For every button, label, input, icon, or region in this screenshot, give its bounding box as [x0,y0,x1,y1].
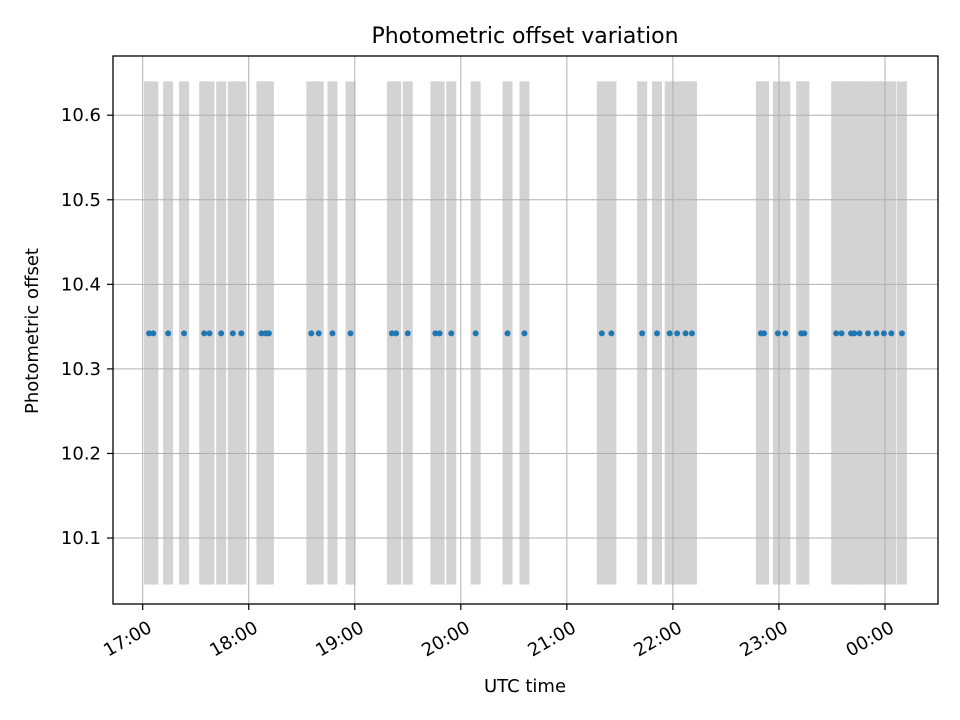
data-point [504,330,511,337]
data-point [688,330,695,337]
data-point [856,330,863,337]
y-tick-label: 10.3 [61,359,101,380]
chart-title: Photometric offset variation [371,24,678,49]
data-point [206,330,213,337]
data-point [666,330,673,337]
data-point [608,330,615,337]
data-point [165,330,172,337]
data-point [833,330,840,337]
data-point [761,330,768,337]
data-point [404,330,411,337]
data-point [801,330,808,337]
plot-frame [112,55,939,605]
data-point [238,330,245,337]
data-point [393,330,400,337]
data-point [865,330,872,337]
data-point [653,330,660,337]
y-tick-label: 10.2 [61,443,101,464]
data-point [472,330,479,337]
data-point [218,330,225,337]
data-point [432,330,439,337]
y-tick-label: 10.6 [61,105,101,126]
data-point [639,330,646,337]
data-point [308,330,315,337]
data-point [315,330,322,337]
data-point [181,330,188,337]
data-point [146,330,153,337]
data-point [674,330,681,337]
data-point [448,330,455,337]
y-tick-label: 10.4 [61,274,101,295]
x-axis-label: UTC time [484,676,566,697]
data-point [774,330,781,337]
data-point [880,330,887,337]
data-point [838,330,845,337]
data-point [388,330,395,337]
data-point [888,330,895,337]
data-point [229,330,236,337]
data-point [898,330,905,337]
data-point [598,330,605,337]
y-tick-label: 10.5 [61,190,101,211]
points-layer [146,330,905,337]
data-point [265,330,272,337]
data-point [436,330,443,337]
data-point [201,330,208,337]
data-point [873,330,880,337]
grid-layer [113,56,938,604]
y-axis: 10.1 10.2 10.3 10.4 10.5 10.6 [61,105,113,549]
data-point [150,330,157,337]
data-point [851,330,858,337]
data-point [682,330,689,337]
data-point [521,330,528,337]
data-point [258,330,265,337]
y-tick-label: 10.1 [61,528,101,549]
y-axis-label: Photometric offset [22,248,43,414]
data-point [347,330,354,337]
data-point [782,330,789,337]
data-point [329,330,336,337]
